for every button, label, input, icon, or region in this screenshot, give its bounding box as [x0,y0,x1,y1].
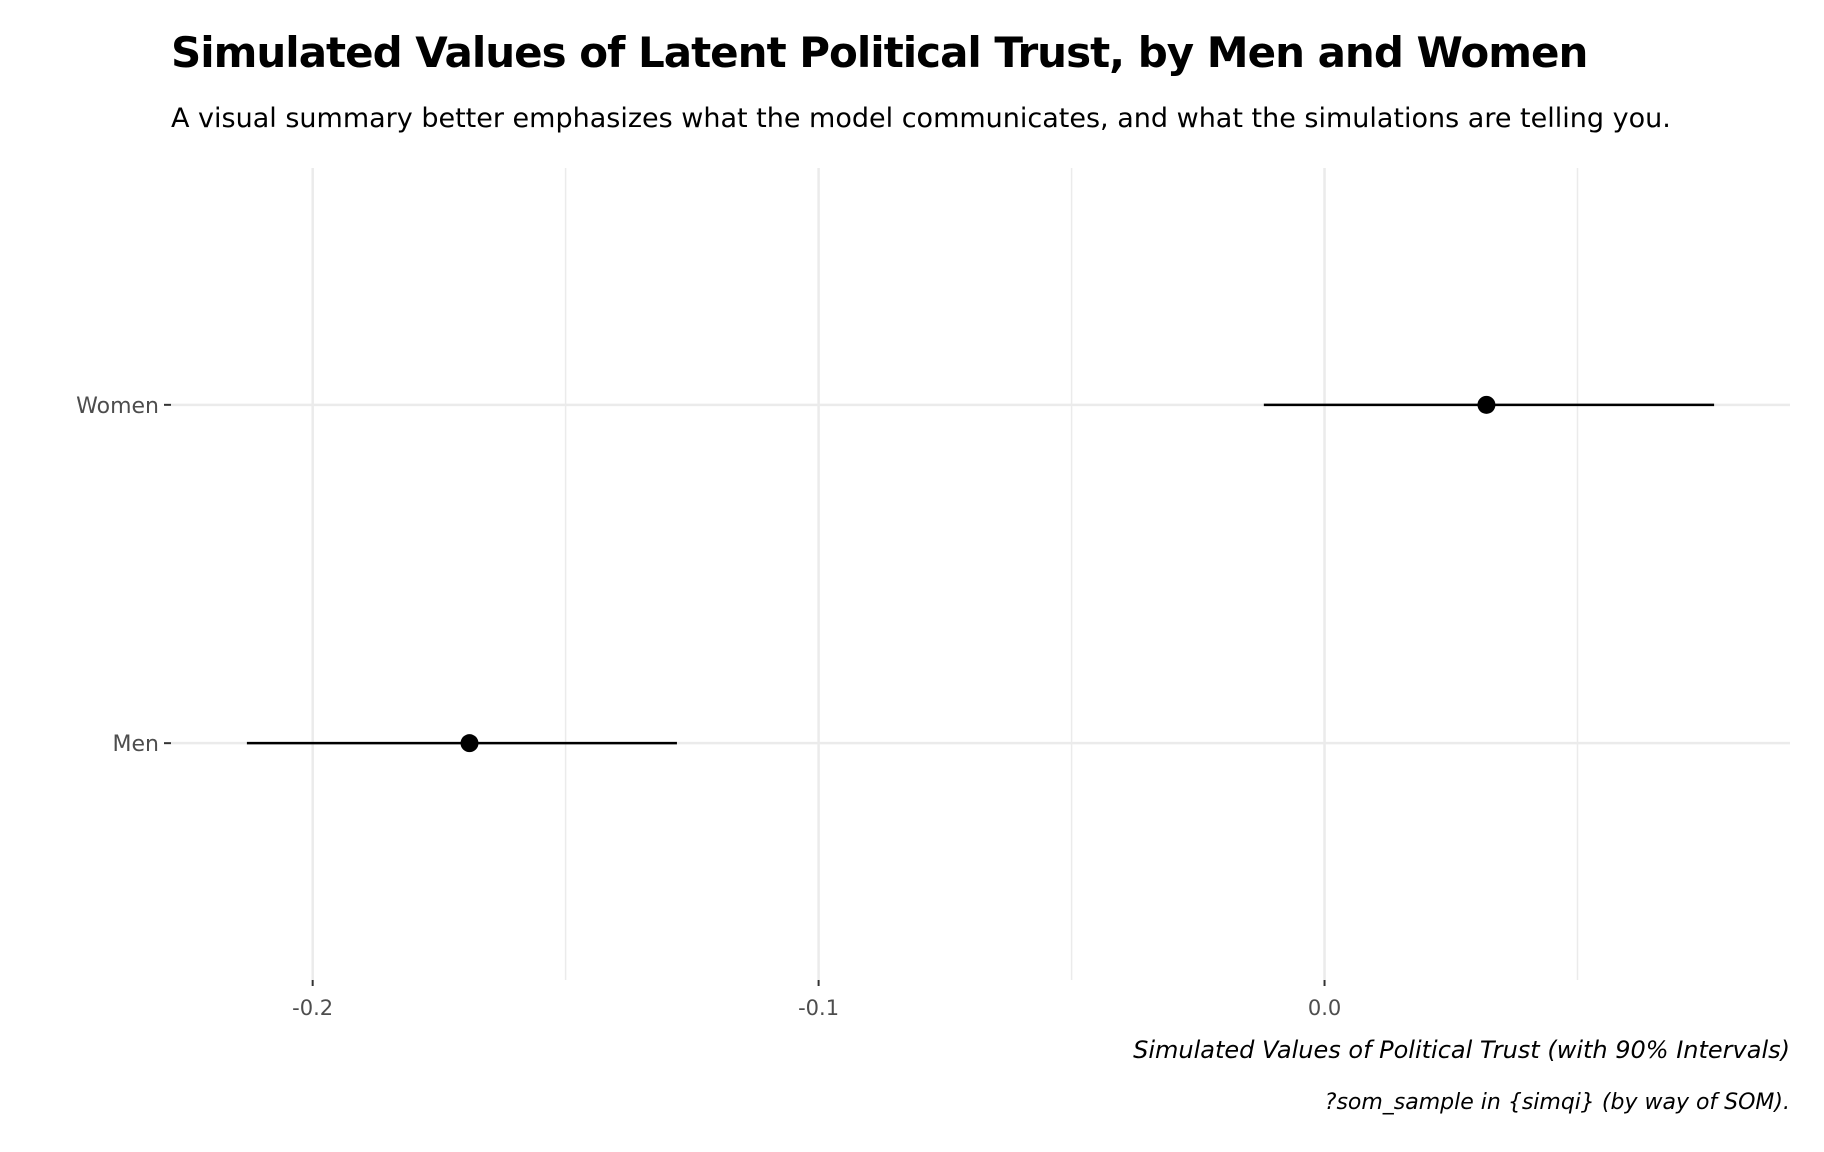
x-tick-label: -0.2 [292,996,333,1020]
x-axis-title: Simulated Values of Political Trust (wit… [1133,1036,1790,1064]
chart-subtitle: A visual summary better emphasizes what … [171,103,1671,134]
gridlines [171,168,1790,980]
axes: -0.2 -0.1 0.0 Men Women [76,394,1341,1020]
estimate-point [1477,395,1496,414]
y-tick-label: Women [76,394,159,419]
chart-caption: ?som_sample in {simqi} (by way of SOM). [1324,1090,1790,1115]
estimate-point [460,734,479,753]
x-tick-label: 0.0 [1308,996,1341,1020]
data-marks [246,395,1715,753]
chart-title: Simulated Values of Latent Political Tru… [171,28,1588,77]
x-tick-label: -0.1 [798,996,839,1020]
y-tick-label: Men [113,732,159,757]
